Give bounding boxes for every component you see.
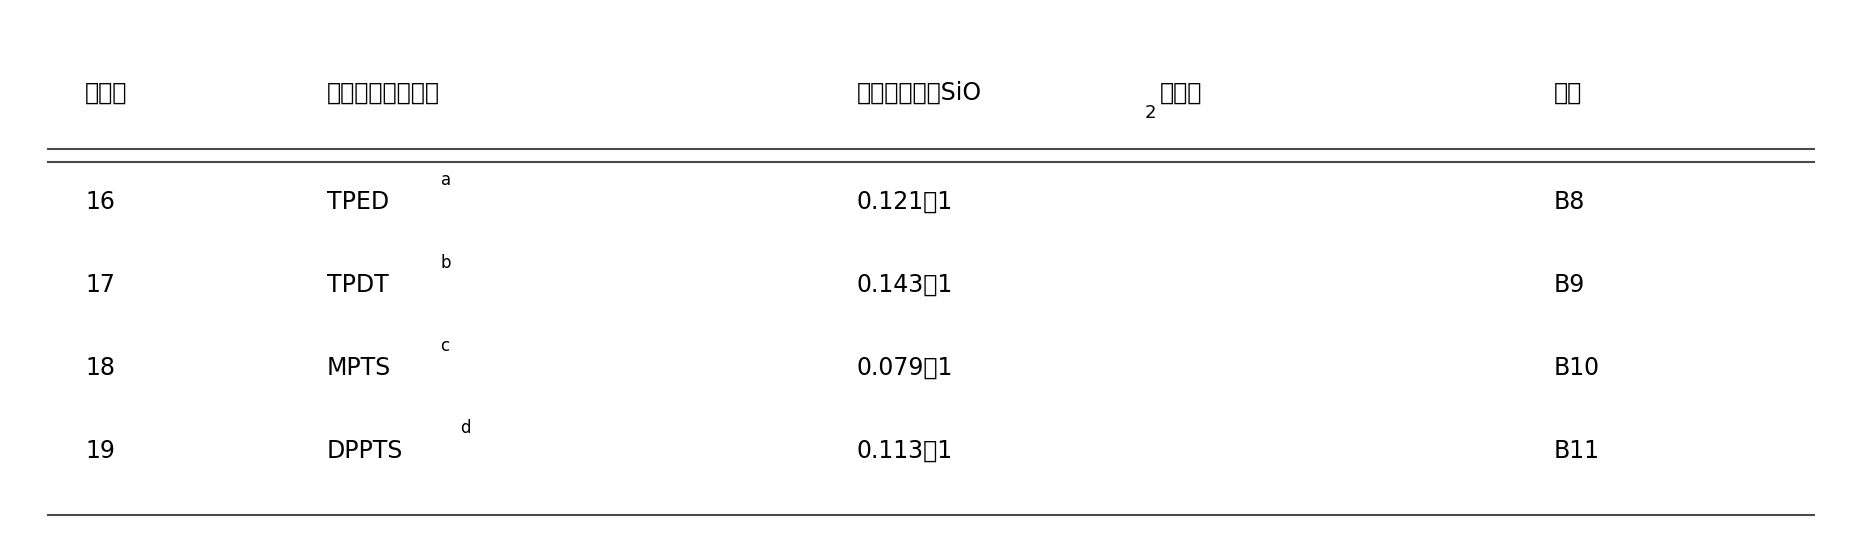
Text: TPED: TPED xyxy=(326,190,389,214)
Text: 名称: 名称 xyxy=(1555,80,1583,104)
Text: MPTS: MPTS xyxy=(326,356,391,380)
Text: B11: B11 xyxy=(1555,439,1599,463)
Text: a: a xyxy=(441,171,451,189)
Text: 16: 16 xyxy=(86,190,115,214)
Text: DPPTS: DPPTS xyxy=(326,439,404,463)
Text: 2: 2 xyxy=(1145,104,1156,122)
Text: 17: 17 xyxy=(86,273,115,297)
Text: 0.121：1: 0.121：1 xyxy=(857,190,953,214)
Text: 重量比: 重量比 xyxy=(1160,80,1203,104)
Text: 0.079：1: 0.079：1 xyxy=(857,356,953,380)
Text: 硅酸烷基酯：SiO: 硅酸烷基酯：SiO xyxy=(857,80,981,104)
Text: 0.113：1: 0.113：1 xyxy=(857,439,953,463)
Text: 实施例: 实施例 xyxy=(86,80,127,104)
Text: 18: 18 xyxy=(86,356,115,380)
Text: 0.143：1: 0.143：1 xyxy=(857,273,953,297)
Text: B10: B10 xyxy=(1555,356,1599,380)
Text: B9: B9 xyxy=(1555,273,1585,297)
Text: B8: B8 xyxy=(1555,190,1585,214)
Text: d: d xyxy=(460,420,471,437)
Text: 杂原子硅酸烷基酯: 杂原子硅酸烷基酯 xyxy=(326,80,439,104)
Text: b: b xyxy=(441,253,451,272)
Text: 19: 19 xyxy=(86,439,115,463)
Text: c: c xyxy=(441,337,449,355)
Text: TPDT: TPDT xyxy=(326,273,389,297)
